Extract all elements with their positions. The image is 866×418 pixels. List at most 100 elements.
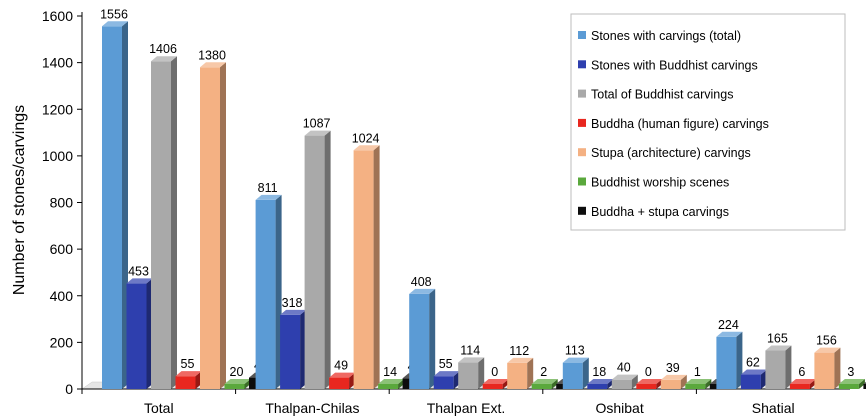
bar-top xyxy=(433,371,460,377)
data-label: 14 xyxy=(383,365,397,379)
bar-front xyxy=(409,293,430,389)
data-label: 0 xyxy=(491,365,498,379)
x-tick-label: Total xyxy=(144,400,174,416)
legend-swatch xyxy=(578,177,586,186)
bar-top xyxy=(507,357,534,363)
x-tick-label: Thalpan-Chilas xyxy=(265,400,359,416)
bar-front xyxy=(838,384,859,389)
bar-front xyxy=(378,384,399,389)
bar xyxy=(562,357,589,389)
y-tick-label: 400 xyxy=(50,288,74,304)
bar xyxy=(765,345,792,389)
bar-top xyxy=(660,374,687,380)
bar xyxy=(200,62,226,389)
bar-side xyxy=(527,357,534,389)
bar-side xyxy=(478,357,485,389)
bar xyxy=(102,21,128,389)
x-tick-label: Oshibat xyxy=(595,400,643,416)
bar-top xyxy=(636,379,663,384)
data-label: 318 xyxy=(282,296,303,310)
bar xyxy=(740,369,767,389)
bar-top xyxy=(329,372,356,378)
x-tick-label: Shatial xyxy=(752,400,795,416)
legend-swatch xyxy=(578,206,586,215)
bar-front xyxy=(789,384,810,389)
bar-top xyxy=(280,309,307,315)
bar xyxy=(255,194,282,389)
bar xyxy=(353,145,380,389)
bar-top xyxy=(224,379,251,384)
bar-top xyxy=(458,357,485,363)
bar xyxy=(660,374,687,389)
bar-top xyxy=(175,371,202,377)
bar-front xyxy=(716,336,737,389)
data-label: 811 xyxy=(258,181,278,195)
bar xyxy=(151,56,177,389)
bar-top xyxy=(482,379,509,384)
bar-front xyxy=(304,135,325,389)
bar-top xyxy=(378,379,405,384)
bar-side xyxy=(324,130,331,389)
bar xyxy=(507,357,534,389)
bar-front xyxy=(531,384,552,389)
bar-front xyxy=(562,362,583,389)
bar-front xyxy=(200,67,220,389)
bar-side xyxy=(582,357,589,389)
bar-front xyxy=(433,376,454,389)
legend-swatch xyxy=(578,31,586,39)
x-tick-label: Thalpan Ext. xyxy=(427,400,506,416)
data-label: 224 xyxy=(718,318,739,332)
bar-side xyxy=(858,379,865,389)
bar-top xyxy=(126,278,153,284)
legend-entry: Buddha (human figure) carvings xyxy=(591,117,769,131)
data-label: 55 xyxy=(181,357,195,371)
data-label: 3 xyxy=(847,365,854,379)
bar-front xyxy=(458,362,479,389)
bar-top xyxy=(863,381,866,384)
bar-front xyxy=(660,379,681,389)
data-label: 49 xyxy=(334,359,348,373)
data-label: 20 xyxy=(230,365,244,379)
y-tick-label: 1200 xyxy=(42,101,73,117)
bar-top xyxy=(685,379,712,384)
bar xyxy=(685,379,712,389)
bar-side xyxy=(429,288,436,389)
bar-top xyxy=(151,56,177,62)
bar-side xyxy=(631,374,638,389)
data-label: 112 xyxy=(509,344,529,358)
bar-top xyxy=(255,194,282,200)
data-label: 6 xyxy=(798,365,805,379)
bar-top xyxy=(562,357,589,363)
bar-front xyxy=(765,350,786,389)
data-label: 1087 xyxy=(303,117,331,131)
bar-top xyxy=(814,347,841,353)
data-label: 1556 xyxy=(100,7,128,21)
plot-area: 02004006008001000120014001600Total155645… xyxy=(42,7,866,416)
bar-top xyxy=(765,345,792,351)
bar xyxy=(280,309,307,389)
data-label: 1024 xyxy=(352,131,380,145)
bar-front xyxy=(353,150,374,389)
data-label: 18 xyxy=(592,365,606,379)
y-tick-label: 200 xyxy=(50,334,74,350)
bar xyxy=(458,357,485,389)
y-tick-label: 1000 xyxy=(42,148,73,164)
data-label: 113 xyxy=(565,344,585,358)
bar-front xyxy=(329,377,350,389)
y-tick-label: 1400 xyxy=(42,55,73,71)
bar-top xyxy=(611,374,638,380)
bar-front xyxy=(636,384,657,389)
bar-top xyxy=(587,379,614,384)
data-label: 62 xyxy=(746,356,760,370)
y-axis-title: Number of stones/carvings xyxy=(11,105,28,295)
legend-entry: Stones with carvings (total) xyxy=(591,29,741,43)
bar-front xyxy=(740,374,761,389)
bar-top xyxy=(789,379,816,384)
bar-front xyxy=(482,384,503,389)
data-label: 156 xyxy=(816,334,837,348)
legend-entry: Buddhist worship scenes xyxy=(591,176,729,190)
legend-swatch xyxy=(578,60,586,69)
data-label: 39 xyxy=(666,361,680,375)
data-label: 114 xyxy=(460,343,480,357)
data-label: 0 xyxy=(645,365,652,379)
